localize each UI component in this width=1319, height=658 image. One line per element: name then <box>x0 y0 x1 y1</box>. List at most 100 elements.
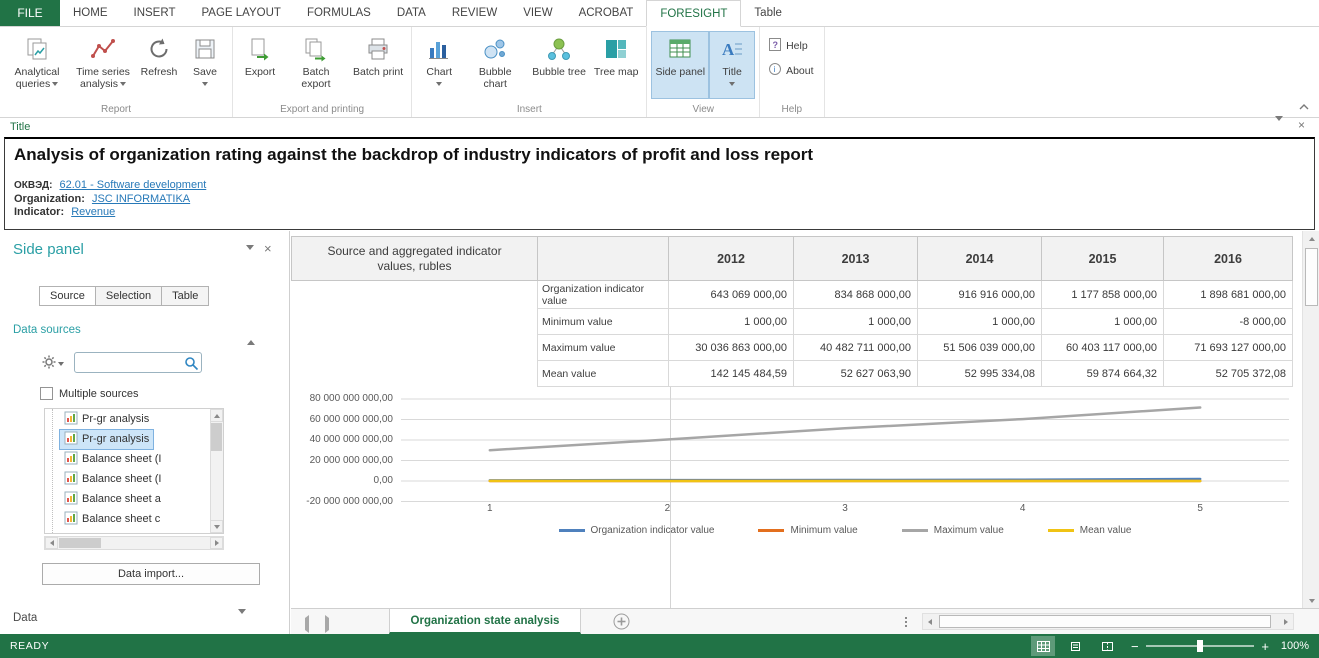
tree-item-selected[interactable]: Pr-gr analysis <box>45 428 223 450</box>
zoom-out-button[interactable]: − <box>1131 638 1139 654</box>
tree-item[interactable]: Balance sheet (I <box>45 449 223 469</box>
tree-horizontal-scrollbar[interactable] <box>44 536 224 550</box>
tree-vertical-scrollbar[interactable] <box>210 409 223 533</box>
multiple-sources-checkbox[interactable] <box>40 387 53 400</box>
title-pane-collapse-icon[interactable] <box>1275 116 1283 135</box>
zoom-slider[interactable] <box>1145 640 1255 652</box>
legend-item[interactable]: Maximum value <box>901 525 1004 536</box>
table-cell[interactable]: 52 995 334,08 <box>917 360 1042 387</box>
source-search-input[interactable] <box>74 352 202 373</box>
table-cell[interactable]: 916 916 000,00 <box>917 280 1042 309</box>
zoom-level-label[interactable]: 100% <box>1280 640 1309 652</box>
scroll-right-icon[interactable] <box>210 537 223 549</box>
refresh-button[interactable]: Refresh <box>136 31 182 99</box>
organization-link[interactable]: JSC INFORMATIKA <box>91 192 191 205</box>
help-button[interactable]: ? Help <box>768 37 813 55</box>
sheet-tab-active[interactable]: Organization state analysis <box>389 609 581 634</box>
save-button[interactable]: Save <box>182 31 228 99</box>
line-chart[interactable]: 80 000 000 000,00 60 000 000 000,00 40 0… <box>291 391 1301 541</box>
ribbon-tab-foresight[interactable]: FORESIGHT <box>646 0 742 27</box>
new-sheet-button[interactable] <box>613 613 630 633</box>
ribbon-tab-review[interactable]: REVIEW <box>451 7 498 19</box>
tab-table[interactable]: Table <box>161 286 210 306</box>
table-header-empty[interactable] <box>537 236 669 281</box>
tab-selection[interactable]: Selection <box>94 286 163 306</box>
table-cell[interactable]: 51 506 039 000,00 <box>917 334 1042 361</box>
row-label[interactable]: Maximum value <box>537 334 669 361</box>
tab-source[interactable]: Source <box>39 286 96 306</box>
side-panel-collapse-icon[interactable] <box>246 245 254 264</box>
scroll-left-icon[interactable] <box>45 537 58 549</box>
bubble-chart-button[interactable]: Bubble chart <box>462 31 528 99</box>
title-pane-close-icon[interactable]: × <box>1297 118 1305 132</box>
ribbon-tab-insert[interactable]: INSERT <box>133 7 176 19</box>
scrollbar-thumb[interactable] <box>211 423 222 451</box>
chart-button[interactable]: Chart <box>416 31 462 99</box>
okved-link[interactable]: 62.01 - Software development <box>59 179 207 191</box>
side-panel-close-icon[interactable]: × <box>264 241 272 256</box>
vertical-scrollbar[interactable] <box>1302 231 1319 608</box>
table-cell[interactable]: 1 000,00 <box>917 308 1042 335</box>
analytical-queries-button[interactable]: Analytical queries <box>4 31 70 99</box>
row-label[interactable]: Minimum value <box>537 308 669 335</box>
table-corner-header[interactable]: Source and aggregated indicator values, … <box>291 236 538 281</box>
tab-strip-resize-handle[interactable] <box>905 615 908 629</box>
table-cell[interactable]: 643 069 000,00 <box>668 280 794 309</box>
batch-print-button[interactable]: Batch print <box>349 31 407 99</box>
source-settings-button[interactable] <box>42 355 64 372</box>
scrollbar-thumb[interactable] <box>1305 248 1318 306</box>
table-cell[interactable]: -8 000,00 <box>1163 308 1293 335</box>
table-cell[interactable]: 1 898 681 000,00 <box>1163 280 1293 309</box>
ribbon-tab-acrobat[interactable]: ACROBAT <box>578 7 634 19</box>
ribbon-tab-home[interactable]: HOME <box>73 7 108 19</box>
zoom-in-button[interactable]: + <box>1261 638 1269 654</box>
horizontal-scrollbar[interactable] <box>922 613 1294 630</box>
table-cell[interactable]: 1 000,00 <box>793 308 918 335</box>
data-section-collapse-icon[interactable] <box>238 609 246 628</box>
scroll-left-icon[interactable] <box>923 615 937 628</box>
about-button[interactable]: i About <box>768 62 814 79</box>
side-panel-toggle-button[interactable]: Side panel <box>651 31 710 99</box>
row-label[interactable]: Organization indicator value <box>537 280 669 309</box>
ribbon-tab-formulas[interactable]: FORMULAS <box>306 7 371 19</box>
table-cell[interactable]: 59 874 664,32 <box>1041 360 1164 387</box>
tree-map-button[interactable]: Tree map <box>590 31 643 99</box>
bubble-tree-button[interactable]: Bubble tree <box>528 31 590 99</box>
row-label[interactable]: Mean value <box>537 360 669 387</box>
scroll-up-icon[interactable] <box>210 409 223 422</box>
legend-item[interactable]: Organization indicator value <box>558 525 714 536</box>
scroll-down-icon[interactable] <box>1304 593 1319 608</box>
ribbon-tab-view[interactable]: VIEW <box>523 7 553 19</box>
table-cell[interactable]: 40 482 711 000,00 <box>793 334 918 361</box>
scrollbar-thumb[interactable] <box>939 615 1271 628</box>
table-header-year[interactable]: 2016 <box>1163 236 1293 281</box>
table-cell[interactable]: 834 868 000,00 <box>793 280 918 309</box>
table-header-year[interactable]: 2013 <box>793 236 918 281</box>
table-cell[interactable]: 1 000,00 <box>668 308 794 335</box>
tree-item[interactable]: Balance sheet c <box>45 509 223 529</box>
scroll-down-icon[interactable] <box>210 520 223 533</box>
table-cell[interactable]: 52 705 372,08 <box>1163 360 1293 387</box>
legend-item[interactable]: Minimum value <box>758 525 858 536</box>
sheet-nav-left-icon[interactable] <box>305 615 309 633</box>
scroll-up-icon[interactable] <box>1304 231 1319 246</box>
ribbon-tab-table[interactable]: Table <box>754 7 782 19</box>
table-header-year[interactable]: 2012 <box>668 236 794 281</box>
sheet-nav-right-icon[interactable] <box>325 615 329 633</box>
table-cell[interactable]: 1 177 858 000,00 <box>1041 280 1164 309</box>
time-series-analysis-button[interactable]: Time series analysis <box>70 31 136 99</box>
tree-item[interactable]: Balance sheet (I <box>45 469 223 489</box>
view-page-break-button[interactable] <box>1095 636 1119 656</box>
search-icon[interactable] <box>184 356 199 374</box>
scrollbar-thumb[interactable] <box>59 538 101 548</box>
collapse-ribbon-icon[interactable] <box>1299 101 1309 113</box>
export-button[interactable]: Export <box>237 31 283 99</box>
tree-item[interactable]: Pr-gr analysis <box>45 409 223 429</box>
table-cell[interactable]: 1 000,00 <box>1041 308 1164 335</box>
ribbon-tab-page-layout[interactable]: PAGE LAYOUT <box>201 7 281 19</box>
indicator-link[interactable]: Revenue <box>71 206 116 218</box>
view-normal-button[interactable] <box>1031 636 1055 656</box>
table-header-year[interactable]: 2015 <box>1041 236 1164 281</box>
file-tab[interactable]: FILE <box>0 0 60 26</box>
scroll-right-icon[interactable] <box>1279 615 1293 628</box>
